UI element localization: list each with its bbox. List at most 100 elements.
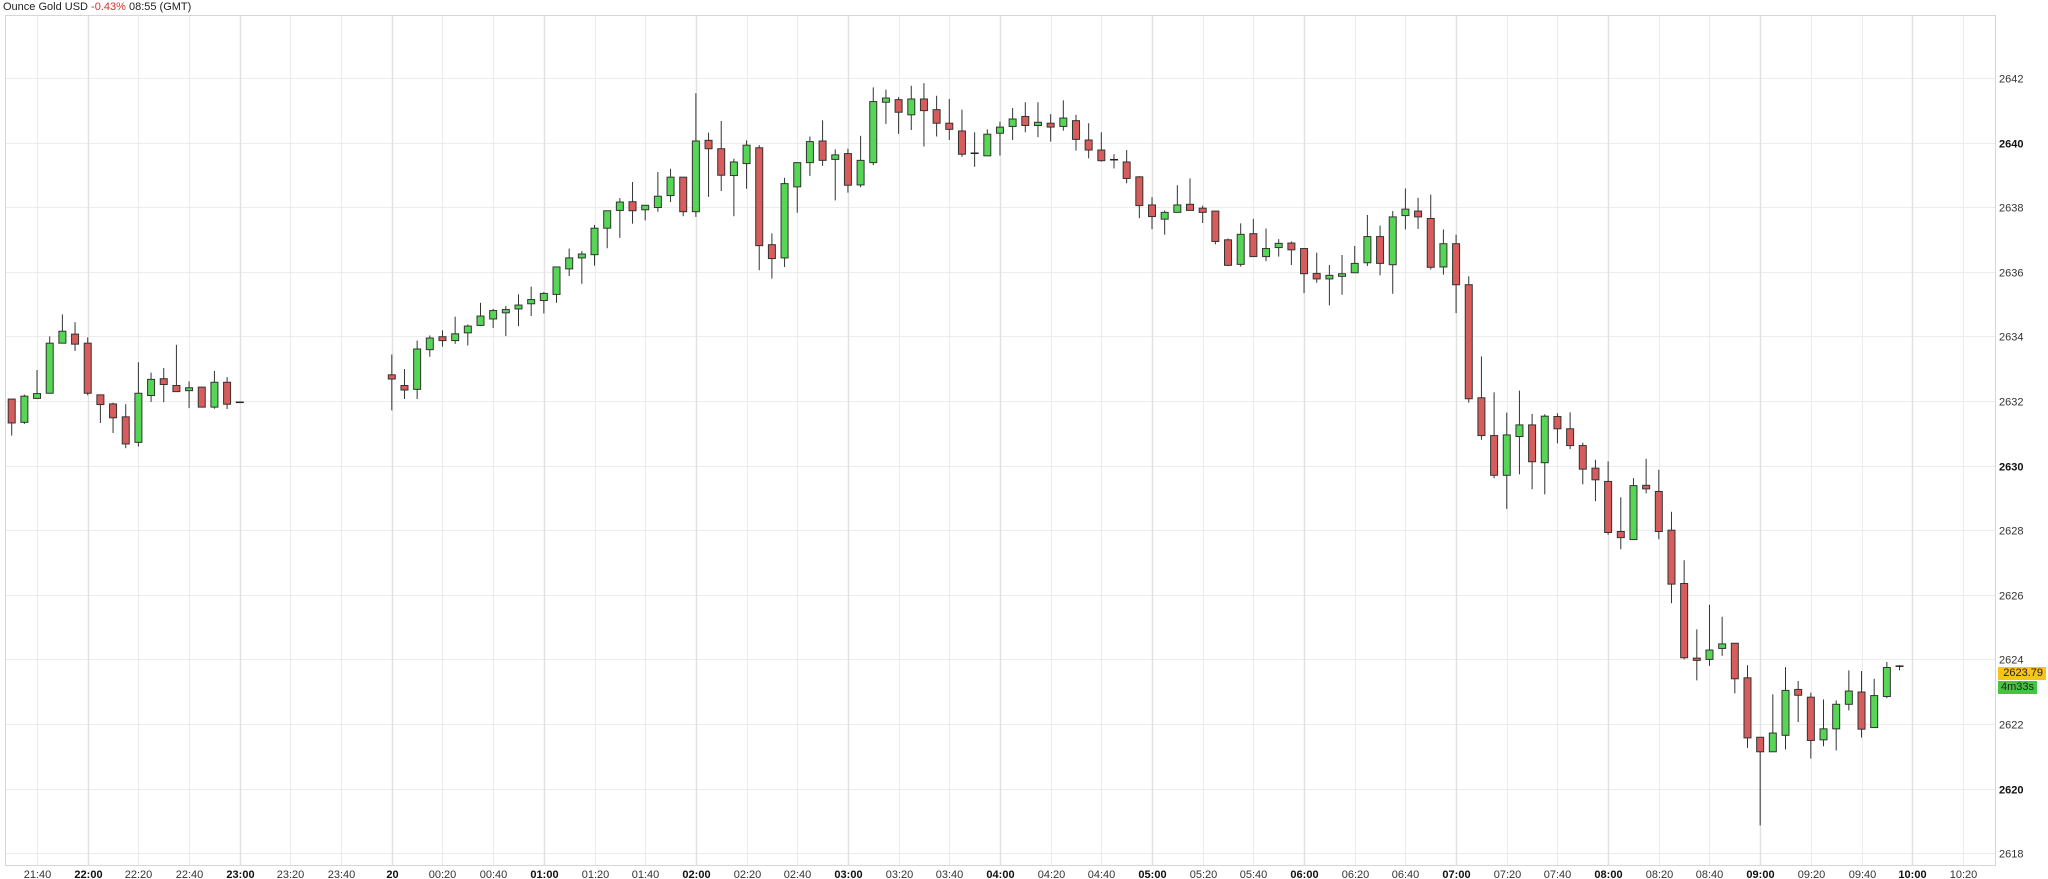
x-tick-label: 07:40	[1544, 869, 1572, 879]
candle-body	[704, 139, 713, 150]
last-price-badge: 2623.79	[1998, 667, 2046, 680]
candle-down	[387, 354, 396, 411]
candle-down	[1857, 671, 1866, 738]
candle-up	[1705, 604, 1714, 666]
candle-body	[615, 201, 624, 211]
candle-body	[1566, 428, 1575, 447]
candle-down	[679, 176, 688, 217]
candle-body	[413, 348, 422, 390]
candle-up	[907, 85, 916, 131]
candle-up	[1515, 390, 1524, 475]
candle-up	[58, 314, 67, 344]
candle-body	[223, 381, 232, 405]
candle-down	[7, 398, 16, 436]
candle-body	[514, 304, 523, 310]
candle-body	[438, 336, 447, 342]
candle-up	[476, 302, 485, 327]
candle-up	[33, 369, 42, 399]
candle-down	[197, 386, 206, 408]
y-tick-label: 2624	[1999, 655, 2023, 667]
candle-body	[7, 398, 16, 424]
candle-body	[147, 378, 156, 397]
candle-body	[717, 148, 726, 176]
candle-up	[691, 93, 700, 217]
candle-up	[1439, 229, 1448, 275]
x-tick-label: 10:00	[1898, 869, 1926, 879]
candle-body	[1490, 435, 1499, 476]
candle-body	[869, 101, 878, 164]
candle-down	[1730, 642, 1739, 694]
candle-body	[1768, 732, 1777, 753]
candle-body	[995, 126, 1004, 134]
candle-down	[1224, 238, 1233, 266]
candle-body	[1730, 642, 1739, 680]
candle-body	[1426, 218, 1435, 268]
candle-down	[1528, 413, 1537, 490]
candle-up	[1401, 188, 1410, 230]
candle-body	[1338, 273, 1347, 277]
candle-down	[172, 344, 181, 393]
candle-up	[831, 149, 840, 201]
y-tick-label: 2630	[1999, 462, 2023, 474]
candle-down	[1756, 736, 1765, 826]
candle-down	[1376, 225, 1385, 276]
x-tick-label: 03:20	[886, 869, 914, 879]
candle-down	[1566, 412, 1575, 450]
candle-body	[881, 97, 890, 103]
candle-body	[210, 381, 219, 408]
x-tick-label: 01:00	[530, 869, 558, 879]
x-tick-label: 23:00	[226, 869, 254, 879]
candle-body	[159, 378, 168, 386]
candles	[7, 83, 1904, 826]
candle-down	[818, 120, 827, 166]
x-tick-label: 04:00	[986, 869, 1014, 879]
candle-body	[527, 299, 536, 305]
plot-frame	[5, 15, 1996, 866]
candle-up	[1338, 255, 1347, 295]
candle-body	[1781, 689, 1790, 736]
x-tick-label: 02:00	[682, 869, 710, 879]
candle-body	[539, 292, 548, 302]
candle-body	[1363, 236, 1372, 264]
candle-up	[881, 89, 890, 124]
candle-up	[1882, 661, 1891, 699]
candle-up	[983, 129, 992, 157]
candle-down	[1046, 114, 1055, 142]
candle-down	[96, 394, 105, 423]
x-tick-label: 03:00	[834, 869, 862, 879]
candle-down	[83, 337, 92, 396]
candle-up	[653, 171, 662, 212]
candle-body	[33, 393, 42, 399]
candle-up	[1173, 185, 1182, 213]
x-tick-label: 22:40	[176, 869, 204, 879]
candle-body	[793, 162, 802, 188]
candle-body	[1578, 445, 1587, 470]
candle-up	[1819, 699, 1828, 747]
candle-body	[1452, 243, 1461, 286]
candle-body	[1300, 248, 1309, 275]
candle-up	[425, 335, 434, 357]
candle-body	[1122, 161, 1131, 179]
candle-body	[945, 122, 954, 130]
candle-up	[995, 121, 1004, 156]
candle-body	[1756, 736, 1765, 753]
candle-down	[159, 368, 168, 403]
candle-body	[1135, 176, 1144, 207]
candle-body	[653, 195, 662, 209]
candle-up	[805, 136, 814, 176]
candle-body	[489, 310, 498, 320]
candle-body	[121, 416, 130, 445]
candle-body	[856, 159, 865, 186]
x-tick-label: 07:00	[1442, 869, 1470, 879]
candle-body	[134, 392, 143, 443]
x-tick-label: 06:20	[1342, 869, 1370, 879]
candle-down	[1198, 205, 1207, 224]
candle-up	[1033, 102, 1042, 138]
candle-body	[1033, 121, 1042, 126]
candle-body	[425, 337, 434, 351]
candle-up	[463, 324, 472, 346]
candle-body	[1654, 490, 1663, 532]
candle-up	[185, 381, 194, 409]
candle-body	[1718, 643, 1727, 649]
